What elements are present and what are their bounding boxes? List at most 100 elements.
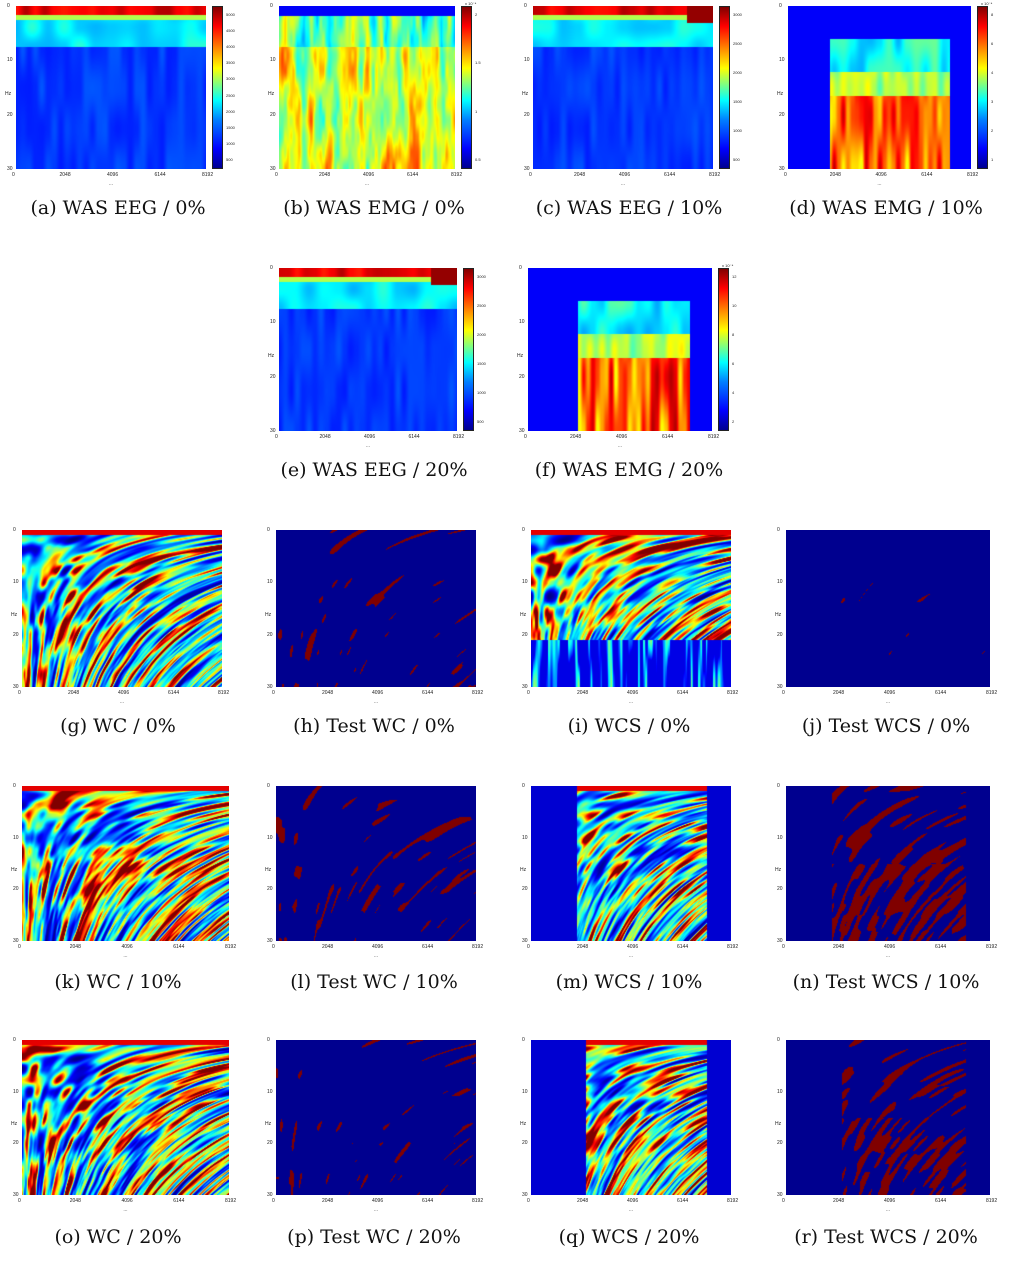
y-axis-label: Hz (777, 90, 784, 97)
y-tick-label: 20 (13, 886, 19, 893)
x-tick-label: 6144 (422, 944, 434, 950)
heatmap-d (788, 6, 971, 169)
x-tick-label: 4096 (627, 944, 639, 950)
x-tick-label: 4096 (364, 434, 376, 440)
x-tick-label: 0 (272, 690, 275, 696)
x-tick-label: 8192 (986, 690, 998, 696)
x-tick-label: 0 (782, 1198, 785, 1204)
y-tick-label: 0 (267, 1037, 270, 1043)
y-tick-label: 10 (779, 57, 785, 64)
y-tick-label: 0 (267, 527, 270, 533)
spectrogram-b (279, 6, 455, 169)
x-tick-label: 0 (784, 172, 787, 178)
heatmap-c (533, 6, 713, 169)
y-axis-label: Hz (11, 611, 18, 618)
x-tick-label: 2048 (833, 690, 845, 696)
subfigure-caption-q: (q) WCS / 20% (558, 1226, 700, 1248)
colorbar-tick-label: 4500 (226, 28, 235, 34)
y-axis-label: Hz (517, 352, 524, 359)
subfigure-caption-o: (o) WC / 20% (54, 1226, 182, 1248)
subfigure-caption-p: (p) Test WC / 20% (287, 1226, 461, 1248)
x-tick-label: 2048 (574, 172, 586, 178)
y-tick-label: 10 (522, 1088, 528, 1095)
y-tick-label: 20 (779, 111, 785, 118)
y-tick-label: 30 (13, 684, 19, 690)
x-tick-label: 2048 (829, 172, 841, 178)
y-tick-label: 20 (13, 631, 19, 638)
y-tick-label: 0 (13, 1037, 16, 1043)
x-tick-label: 6144 (921, 172, 933, 178)
x-tick-label: 4096 (875, 172, 887, 178)
y-axis-label: Hz (11, 866, 18, 873)
y-tick-label: 0 (777, 527, 780, 533)
x-tick-label: 2048 (69, 944, 81, 950)
x-tick-label: 2048 (322, 944, 334, 950)
x-tick-label: 6144 (662, 434, 674, 440)
x-tick-label: 4096 (627, 1198, 639, 1204)
x-tick-label: 6144 (422, 1198, 434, 1204)
y-tick-label: 30 (524, 166, 530, 172)
x-tick-label: 8192 (967, 172, 979, 178)
x-tick-label: 2048 (319, 434, 331, 440)
y-tick-label: 0 (267, 783, 270, 789)
colorbar-e (463, 268, 474, 431)
x-tick-label: 6144 (935, 944, 947, 950)
colorbar-tick-label: 1000 (733, 128, 742, 133)
subfigure-caption-e: (e) WAS EEG / 20% (280, 459, 468, 481)
y-tick-label: 20 (777, 1140, 783, 1147)
x-tick-label: 0 (18, 690, 21, 696)
x-axis-label: ... (365, 443, 371, 449)
x-tick-label: 0 (272, 944, 275, 950)
colorbar-tick-label: 1 (475, 108, 478, 114)
y-tick-label: 0 (779, 3, 782, 9)
x-tick-label: 2048 (59, 172, 71, 178)
x-tick-label: 0 (782, 690, 785, 696)
subfigure-caption-b: (b) WAS EMG / 0% (283, 197, 465, 219)
x-axis-label: ... (628, 1207, 634, 1213)
x-tick-label: 8192 (727, 690, 739, 696)
y-tick-label: 30 (522, 684, 528, 690)
x-tick-label: 8192 (472, 690, 484, 696)
y-tick-label: 10 (13, 834, 19, 841)
x-tick-label: 4096 (118, 690, 130, 696)
y-tick-label: 30 (519, 428, 525, 434)
colorbar-tick-label: 1 (991, 157, 994, 162)
y-axis-label: Hz (265, 611, 272, 618)
y-axis-label: Hz (520, 611, 527, 618)
y-tick-label: 0 (7, 3, 10, 9)
y-tick-label: 10 (270, 319, 276, 326)
y-tick-label: 20 (7, 111, 13, 118)
colorbar-exponent: x 10⁻⁴ (722, 263, 734, 268)
x-axis-label: ... (885, 953, 891, 959)
x-tick-label: 8192 (218, 690, 230, 696)
x-tick-label: 6144 (407, 172, 419, 178)
heatmap-f (528, 268, 712, 431)
y-tick-label: 20 (270, 111, 276, 118)
colorbar-tick-label: 2000 (226, 108, 235, 114)
x-axis-label: ... (373, 953, 379, 959)
heatmap-p (276, 1040, 476, 1195)
heatmap-k (22, 786, 229, 941)
y-tick-label: 10 (777, 1088, 783, 1095)
x-tick-label: 2048 (69, 1198, 81, 1204)
y-tick-label: 30 (13, 1192, 19, 1198)
y-tick-label: 10 (270, 57, 276, 64)
heatmap-i (531, 530, 731, 687)
x-axis-label: ... (373, 1207, 379, 1213)
colorbar-tick-label: 2500 (477, 303, 486, 308)
colorbar-a (212, 6, 223, 169)
y-tick-label: 20 (522, 631, 528, 638)
spectrogram-f (528, 268, 712, 431)
y-tick-label: 0 (777, 1037, 780, 1043)
y-axis-label: Hz (265, 866, 272, 873)
colorbar-tick-label: 10 (732, 303, 737, 308)
y-tick-label: 0 (777, 783, 780, 789)
x-tick-label: 4096 (372, 944, 384, 950)
colorbar-tick-label: 3000 (226, 76, 235, 82)
x-tick-label: 8192 (202, 172, 214, 178)
y-tick-label: 30 (13, 938, 19, 944)
x-tick-label: 6144 (154, 172, 166, 178)
y-tick-label: 30 (267, 1192, 273, 1198)
x-tick-label: 0 (18, 944, 21, 950)
y-tick-label: 20 (777, 631, 783, 638)
